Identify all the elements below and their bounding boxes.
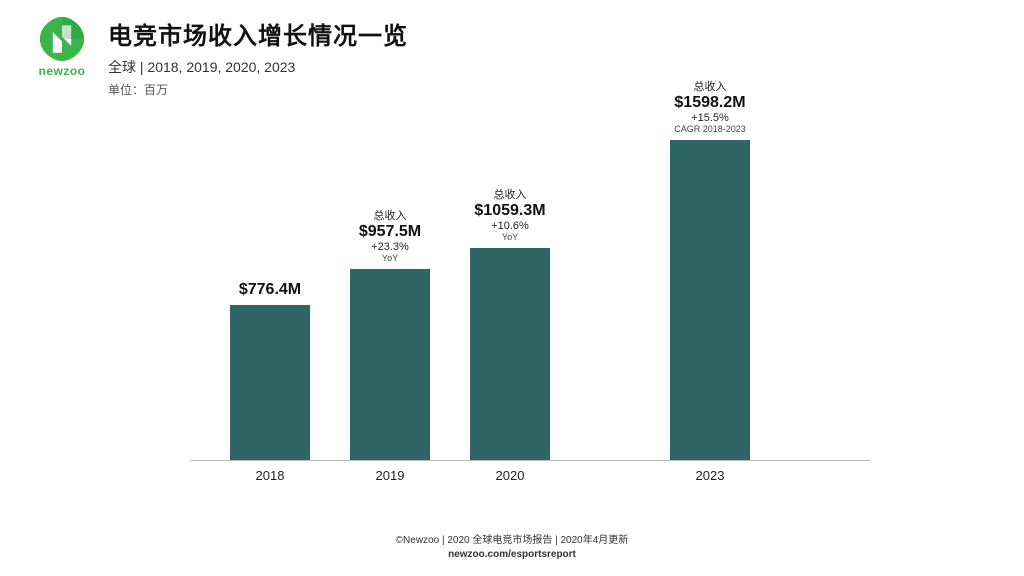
x-axis-label: 2023: [696, 468, 725, 483]
x-axis-label: 2018: [256, 468, 285, 483]
bar-value-label: $1598.2M: [674, 94, 745, 112]
bar-top-label: 总收入: [493, 186, 526, 202]
title-block: 电竞市场收入增长情况一览 全球 | 2018, 2019, 2020, 2023…: [108, 16, 408, 98]
bar-group: 总收入$957.5M+23.3%YoY: [350, 207, 430, 461]
bar-note-label: YoY: [382, 253, 398, 263]
bar-top-label: 总收入: [693, 78, 726, 94]
bar-label-stack: 总收入$1598.2M+15.5%CAGR 2018-2023: [674, 78, 746, 134]
bar-pct-label: +10.6%: [491, 220, 529, 232]
bar-group: 总收入$1059.3M+10.6%YoY: [470, 186, 550, 460]
plot-area: $776.4M总收入$957.5M+23.3%YoY总收入$1059.3M+10…: [210, 120, 850, 460]
bar: [470, 248, 550, 460]
brand-logo: newzoo: [32, 16, 92, 86]
bar-top-label: 总收入: [373, 207, 406, 223]
bar-label-stack: $776.4M: [239, 281, 301, 299]
bar: [230, 305, 310, 460]
x-axis-labels: 2018 2019 2020 2023: [210, 460, 850, 490]
bar: [670, 140, 750, 460]
footer-line1: ©Newzoo | 2020 全球电竞市场报告 | 2020年4月更新: [0, 534, 1024, 548]
header: newzoo 电竞市场收入增长情况一览 全球 | 2018, 2019, 202…: [32, 16, 408, 98]
page: newzoo 电竞市场收入增长情况一览 全球 | 2018, 2019, 202…: [0, 0, 1024, 576]
x-axis-label: 2020: [496, 468, 525, 483]
newzoo-logo-icon: [39, 16, 85, 62]
bar-label-stack: 总收入$957.5M+23.3%YoY: [359, 207, 421, 263]
bar-value-label: $1059.3M: [474, 202, 545, 220]
bar: [350, 269, 430, 461]
bar-chart: $776.4M总收入$957.5M+23.3%YoY总收入$1059.3M+10…: [210, 120, 850, 500]
brand-name: newzoo: [39, 64, 86, 78]
footer-url: newzoo.com/esportsreport: [0, 548, 1024, 562]
footer: ©Newzoo | 2020 全球电竞市场报告 | 2020年4月更新 newz…: [0, 534, 1024, 562]
bar-value-label: $776.4M: [239, 281, 301, 299]
chart-subtitle: 全球 | 2018, 2019, 2020, 2023: [108, 57, 408, 77]
chart-unit: 单位：百万: [108, 81, 408, 98]
bar-pct-label: +23.3%: [371, 241, 409, 253]
bar-note-label: YoY: [502, 232, 518, 242]
bar-pct-label: +15.5%: [691, 112, 729, 124]
bar-value-label: $957.5M: [359, 223, 421, 241]
bar-note-label: CAGR 2018-2023: [674, 124, 746, 134]
chart-title: 电竞市场收入增长情况一览: [108, 16, 408, 51]
bar-group: 总收入$1598.2M+15.5%CAGR 2018-2023: [670, 78, 750, 460]
bar-group: $776.4M: [230, 281, 310, 460]
bar-label-stack: 总收入$1059.3M+10.6%YoY: [474, 186, 545, 242]
x-axis-label: 2019: [376, 468, 405, 483]
